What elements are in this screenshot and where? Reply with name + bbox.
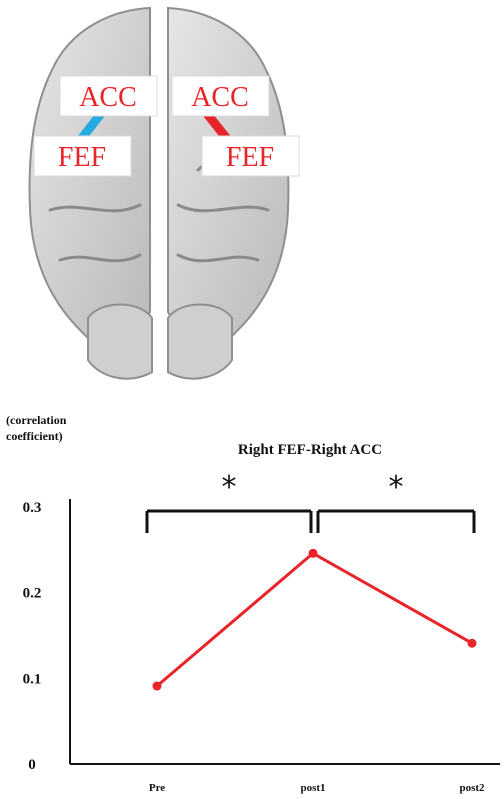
data-point [467,638,477,648]
y-tick-label: 0.2 [23,586,42,602]
brain-illustration: ACC FEF ACC FEF [28,6,300,380]
data-point [308,548,318,558]
right-fef-label: FEF [201,135,300,177]
x-ticks: Pre post1 post2 [149,782,485,794]
series-line [156,551,473,688]
correlation-chart: (correlation coefficient) Right FEF-Righ… [6,413,500,794]
axes [69,499,500,765]
significance-star: * [222,470,237,505]
x-tick-label: post2 [459,782,485,794]
left-acc-label: ACC [59,75,158,117]
x-tick-label: post1 [300,782,325,794]
y-tick-label: 0.3 [23,500,42,516]
left-connection-line [77,110,105,143]
significance-brackets: * * [145,470,476,533]
left-hemisphere [28,6,151,349]
y-axis-label-line2: coefficient) [6,429,63,443]
y-tick-label: 0 [28,757,36,773]
y-ticks: 0 0.1 0.2 0.3 [23,500,42,773]
left-fef-label: FEF [33,135,132,177]
y-tick-label: 0.1 [23,671,42,687]
series [152,548,477,691]
left-lower-lobe [87,303,153,380]
svg-text:FEF: FEF [58,142,106,173]
svg-text:ACC: ACC [79,82,137,113]
right-hemisphere [167,6,290,349]
right-lower-lobe [167,303,233,380]
chart-title: Right FEF-Right ACC [238,442,382,458]
x-tick-label: Pre [149,782,165,794]
y-axis-label-line1: (correlation [6,413,67,427]
right-acc-label: ACC [171,75,270,117]
svg-text:FEF: FEF [226,142,274,173]
data-point [152,681,162,691]
significance-star: * [389,470,404,505]
svg-text:ACC: ACC [191,82,249,113]
